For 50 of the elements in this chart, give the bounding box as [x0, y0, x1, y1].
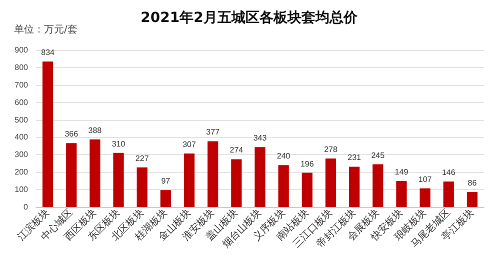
bar	[278, 165, 289, 207]
y-tick-label: 700	[14, 80, 29, 90]
data-label: 366	[64, 130, 79, 139]
bar	[136, 167, 148, 207]
y-tick-label: 800	[14, 62, 29, 72]
y-tick-label: 300	[14, 150, 29, 160]
bar	[66, 143, 77, 207]
y-tick-label: 200	[14, 168, 29, 177]
bar	[254, 147, 266, 207]
y-tick-label: 100	[14, 185, 29, 194]
data-label: 86	[468, 178, 478, 188]
data-label: 227	[135, 154, 150, 163]
y-axis-title: 单位：万元/套	[14, 24, 78, 36]
data-label: 107	[418, 174, 432, 184]
chart-title: 2021年2月五城区各板块套均总价	[140, 10, 358, 26]
bar	[160, 190, 171, 207]
bar	[372, 164, 384, 207]
data-label: 196	[300, 159, 314, 168]
data-label: 377	[206, 128, 220, 137]
data-label: 240	[276, 152, 291, 161]
bar	[302, 172, 312, 207]
bar	[184, 153, 195, 207]
data-label: 274	[230, 146, 244, 155]
data-label: 245	[371, 150, 386, 160]
bar	[443, 182, 454, 207]
data-label: 343	[253, 134, 268, 143]
data-label: 388	[88, 126, 102, 135]
y-tick-label: 400	[14, 132, 29, 142]
data-label: 231	[348, 153, 362, 162]
bar	[113, 152, 124, 207]
data-label: 146	[442, 168, 456, 178]
bar	[349, 166, 360, 207]
bar	[420, 188, 430, 207]
bar	[208, 141, 218, 207]
y-tick-label: 900	[14, 46, 29, 54]
data-label: 310	[112, 139, 126, 148]
bar	[396, 181, 407, 207]
y-tick-label: 500	[14, 115, 29, 124]
bar	[90, 139, 100, 207]
data-label: 97	[161, 176, 171, 186]
data-label: 307	[182, 140, 196, 149]
bar	[466, 192, 478, 207]
data-label: 278	[324, 145, 338, 154]
bar	[42, 62, 54, 207]
bar	[325, 158, 336, 207]
data-label: 149	[394, 168, 409, 177]
y-tick-label: 0	[24, 202, 29, 212]
y-tick-label: 600	[14, 98, 29, 107]
data-label: 834	[41, 48, 56, 58]
bar	[231, 159, 242, 207]
